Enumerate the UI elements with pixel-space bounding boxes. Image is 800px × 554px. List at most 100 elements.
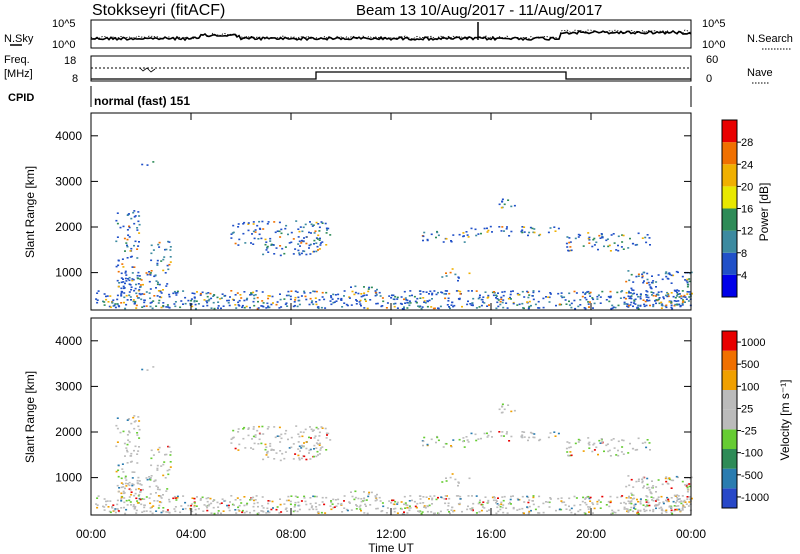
velocity-cell xyxy=(455,495,458,497)
power-cell xyxy=(193,300,196,303)
velocity-cell xyxy=(630,506,633,509)
colorbar-swatch xyxy=(722,142,737,165)
velocity-cell xyxy=(138,446,140,448)
velocity-cell xyxy=(645,501,648,503)
velocity-cell xyxy=(130,493,133,496)
velocity-cell xyxy=(158,451,161,453)
power-cell xyxy=(354,285,357,288)
velocity-cell xyxy=(424,507,427,509)
velocity-cell xyxy=(169,461,172,463)
power-cell xyxy=(121,258,124,260)
power-cell xyxy=(408,300,411,302)
velocity-cell xyxy=(327,432,330,435)
velocity-cell xyxy=(190,504,193,507)
velocity-cell xyxy=(690,476,693,479)
velocity-cell xyxy=(318,504,321,506)
power-cell xyxy=(678,296,681,298)
velocity-cell xyxy=(646,477,649,480)
velocity-cell xyxy=(561,501,564,504)
velocity-cell xyxy=(166,509,169,511)
velocity-cell xyxy=(309,426,311,428)
power-cell xyxy=(611,307,614,310)
velocity-cell xyxy=(386,507,389,509)
velocity-cell xyxy=(133,449,135,452)
velocity-cell xyxy=(113,509,116,512)
velocity-cell xyxy=(577,441,580,443)
velocity-cell xyxy=(230,438,233,440)
velocity-cell xyxy=(672,479,675,482)
power-cell xyxy=(139,293,142,296)
velocity-cell xyxy=(685,485,688,487)
velocity-cell xyxy=(477,438,480,440)
power-cell xyxy=(275,247,278,249)
velocity-cell xyxy=(526,506,529,508)
velocity-cell xyxy=(305,458,308,461)
power-cell xyxy=(115,219,118,222)
velocity-cell xyxy=(491,436,493,438)
power-cell xyxy=(207,299,210,302)
power-cell xyxy=(115,240,118,243)
power-cell xyxy=(133,303,136,305)
power-cell xyxy=(294,304,296,307)
velocity-cell xyxy=(430,511,433,513)
velocity-cell xyxy=(259,433,262,435)
velocity-cell xyxy=(182,495,185,497)
velocity-cell xyxy=(136,432,139,434)
velocity-cell xyxy=(499,505,502,508)
velocity-cell xyxy=(516,509,519,511)
velocity-cell xyxy=(314,502,317,504)
power-cell xyxy=(587,232,590,234)
power-cell xyxy=(238,305,241,307)
power-cell xyxy=(309,292,312,294)
velocity-cell xyxy=(670,509,673,512)
power-cell xyxy=(137,289,140,292)
power-cell xyxy=(440,291,443,293)
velocity-cell xyxy=(346,509,349,512)
power-cell xyxy=(318,230,321,232)
velocity-cell xyxy=(435,498,438,501)
power-cell xyxy=(532,290,535,292)
velocity-cell xyxy=(431,503,433,505)
velocity-cell xyxy=(153,500,156,502)
freq-tick-bottom: 8 xyxy=(72,73,78,85)
velocity-cell xyxy=(321,446,324,448)
power-cell xyxy=(649,287,652,289)
power-cell xyxy=(492,294,495,297)
power-cell xyxy=(123,301,125,304)
velocity-cell xyxy=(126,450,129,453)
velocity-cell xyxy=(136,434,139,436)
velocity-cell xyxy=(422,496,425,498)
power-cell xyxy=(589,291,592,294)
noise-search-line xyxy=(90,29,692,40)
power-cell xyxy=(584,293,587,295)
power-cell xyxy=(445,272,447,274)
velocity-cell xyxy=(631,494,634,496)
velocity-cell xyxy=(633,507,635,509)
velocity-cell xyxy=(149,510,152,513)
velocity-cell xyxy=(332,498,335,501)
power-cell xyxy=(685,280,688,282)
velocity-cell xyxy=(629,509,632,511)
velocity-cell xyxy=(121,468,124,470)
power-cell xyxy=(591,245,594,248)
power-cell xyxy=(665,294,667,297)
velocity-cell xyxy=(290,495,293,497)
power-cell xyxy=(655,299,658,301)
velocity-cell xyxy=(128,430,130,433)
power-cell xyxy=(501,198,504,201)
velocity-cell xyxy=(392,499,395,502)
power-cell xyxy=(385,307,388,309)
power-cell xyxy=(155,305,158,307)
power-cell xyxy=(156,295,159,297)
velocity-cell xyxy=(233,504,235,506)
nsearch-tick-bottom: 10^0 xyxy=(702,39,726,51)
velocity-cell xyxy=(308,508,311,511)
velocity-cell xyxy=(625,508,628,510)
velocity-cell xyxy=(531,500,534,502)
velocity-cell xyxy=(606,443,609,445)
power-cell xyxy=(516,292,519,295)
colorbar-swatch xyxy=(722,208,737,231)
power-cell xyxy=(409,290,412,292)
power-cell xyxy=(129,284,132,286)
power-cell xyxy=(533,228,536,230)
